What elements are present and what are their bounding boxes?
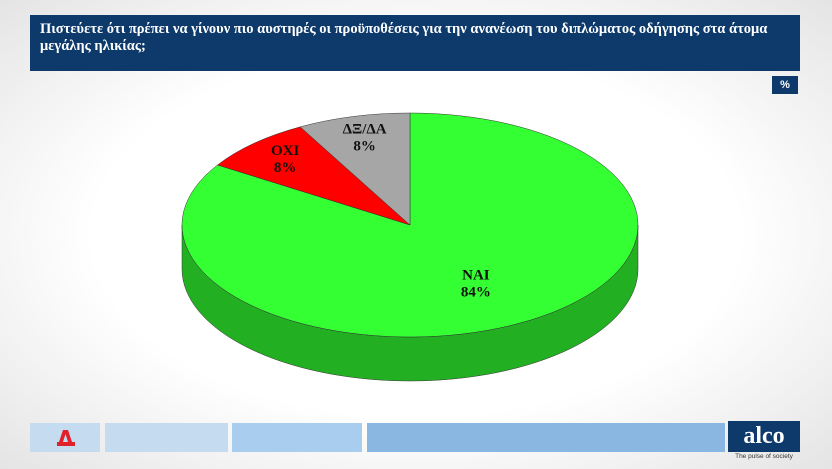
logo-icon [57, 430, 75, 446]
logo-box [30, 423, 100, 452]
footer-strip [367, 423, 725, 452]
value-label: 8% [353, 139, 376, 155]
chart-title: Πιστεύετε ότι πρέπει να γίνουν πιο αυστη… [30, 15, 800, 71]
value-label: 84% [461, 284, 491, 300]
brand-tagline: The pulse of society [735, 453, 793, 460]
value-label: 8% [274, 160, 297, 176]
slice-label: ΟΧΙ [271, 143, 300, 159]
slice-label: ΔΞ/ΔΑ [343, 122, 387, 138]
footer-strip [105, 423, 228, 452]
brand-logo: alco [728, 421, 800, 452]
slice [216, 126, 411, 226]
unit-badge: % [772, 76, 798, 94]
slice [299, 112, 411, 226]
footer-strip [232, 423, 362, 452]
slice-label: ΝΑΙ [462, 267, 490, 283]
